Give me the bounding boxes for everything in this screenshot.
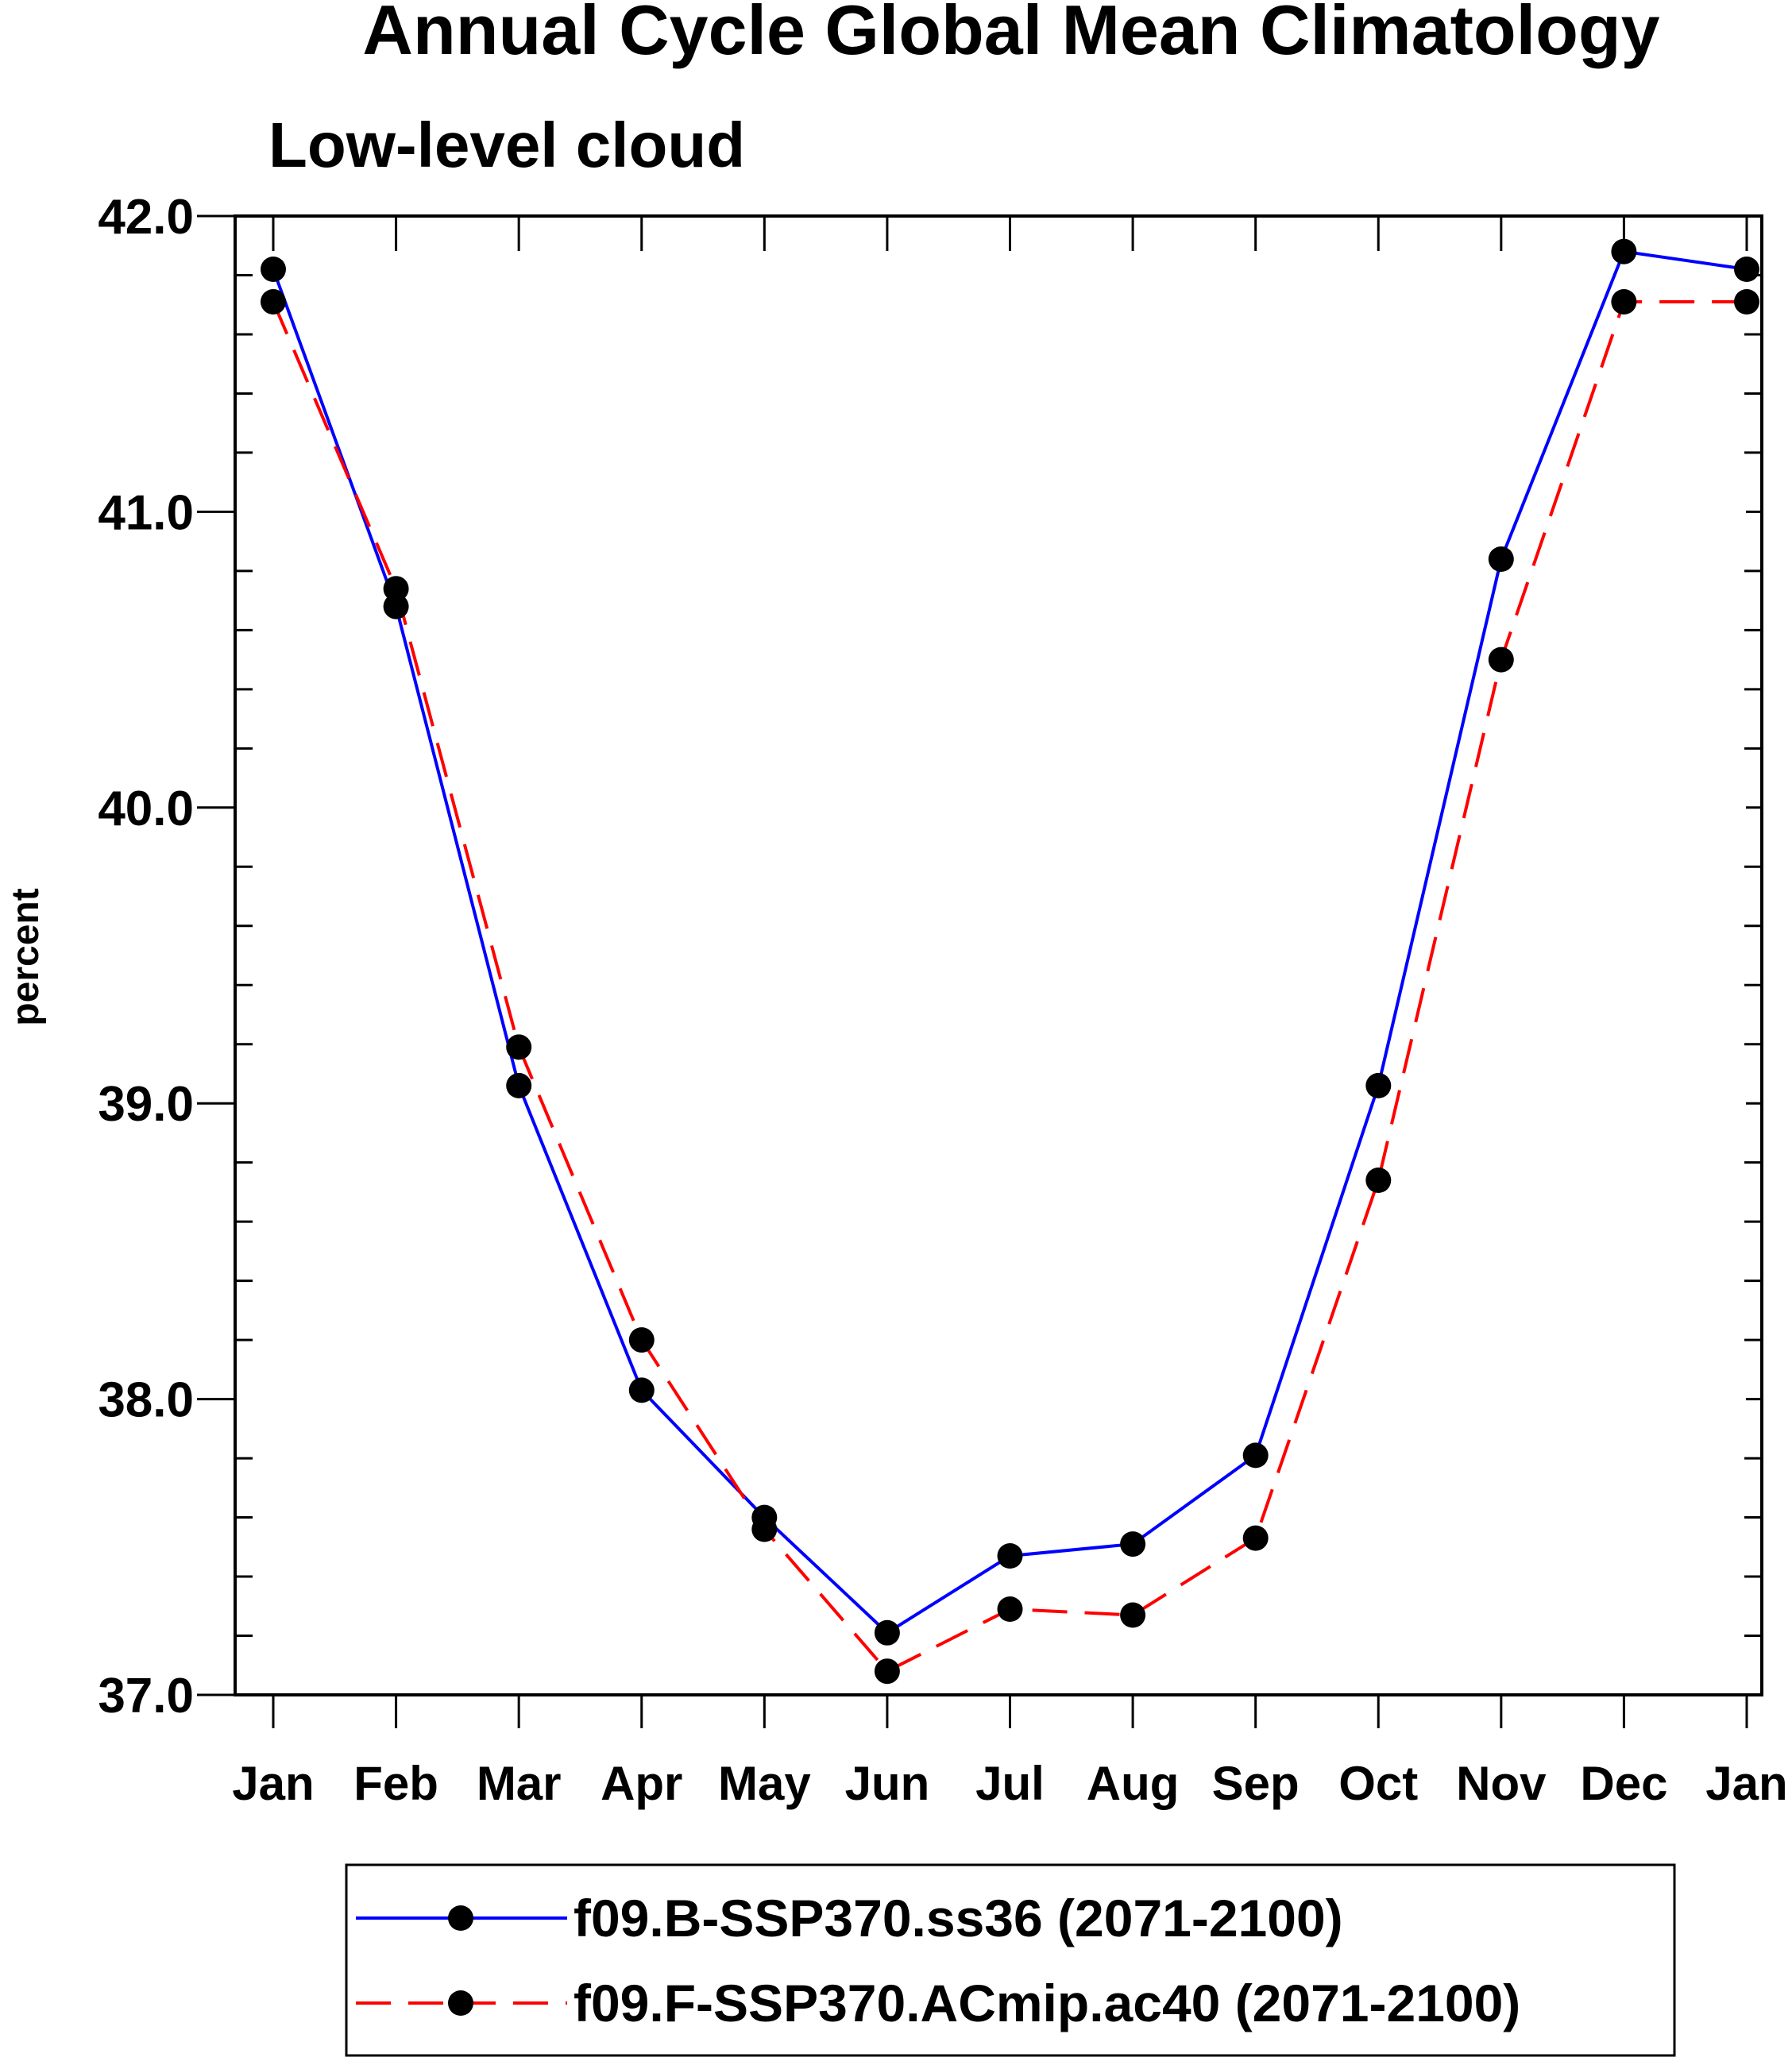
series-lines: [272, 249, 1748, 1673]
series-line-1: [272, 249, 1748, 1635]
data-point-series-2: [1611, 289, 1637, 315]
x-tick-label: Sep: [1212, 1757, 1300, 1810]
y-tick-label: 42.0: [98, 190, 194, 245]
x-tick-labels: Jan Feb Mar Apr May Jun Jul Aug Sep Oct Nov Dec Jan: [232, 1757, 1787, 1810]
y-tick-label: 37.0: [98, 1669, 194, 1723]
x-tick-label: Apr: [601, 1757, 682, 1810]
legend-marker-series-1: [448, 1905, 473, 1931]
plot-area-frame: [234, 214, 1763, 1696]
x-tick-label: Nov: [1456, 1757, 1547, 1810]
x-tick-label: Feb: [353, 1757, 438, 1810]
data-point-series-1: [1611, 238, 1637, 264]
x-tick-label: Dec: [1580, 1757, 1667, 1810]
axis-ticks: [197, 214, 1762, 1728]
y-tick-label: 40.0: [98, 782, 194, 836]
x-tick-label: Jan: [1705, 1757, 1787, 1810]
data-point-series-2: [751, 1516, 778, 1542]
legend-label-series-2: f09.F-SSP370.ACmip.ac40 (2071-2100): [574, 1974, 1520, 2032]
x-tick-label: Jun: [845, 1757, 930, 1810]
data-point-series-2: [1120, 1602, 1146, 1628]
legend: f09.B-SSP370.ss36 (2071-2100) f09.F-SSP3…: [345, 1863, 1676, 2057]
data-point-series-1: [383, 593, 409, 620]
data-point-series-1: [997, 1543, 1023, 1569]
chart-subtitle: Low-level cloud: [268, 110, 745, 180]
data-point-series-1: [1365, 1072, 1392, 1098]
x-tick-label: Aug: [1087, 1757, 1180, 1810]
y-tick-label: 38.0: [98, 1373, 194, 1428]
data-point-series-2: [997, 1596, 1023, 1622]
legend-box: [345, 1863, 1676, 2057]
data-point-series-1: [1120, 1531, 1146, 1557]
data-point-series-2: [261, 289, 286, 315]
data-point-series-1: [506, 1072, 532, 1098]
x-tick-label: Mar: [477, 1757, 562, 1810]
legend-label-series-1: f09.B-SSP370.ss36 (2071-2100): [574, 1889, 1343, 1947]
x-tick-label: Jan: [232, 1757, 314, 1810]
data-point-series-1: [628, 1377, 655, 1403]
data-point-series-2: [506, 1034, 532, 1060]
data-point-series-2: [874, 1658, 900, 1685]
data-point-series-1: [1242, 1442, 1269, 1469]
data-point-series-1: [1488, 546, 1514, 572]
x-tick-label: Jul: [975, 1757, 1045, 1810]
y-axis-label: percent: [5, 888, 47, 1025]
data-point-series-1: [1734, 257, 1759, 282]
y-tick-labels: 37.0 38.0 39.0 40.0 41.0 42.0: [98, 190, 194, 1723]
chart-title: Annual Cycle Global Mean Climatology: [362, 0, 1659, 69]
data-point-series-2: [1242, 1525, 1269, 1551]
data-point-series-2: [1365, 1168, 1392, 1193]
y-tick-label: 39.0: [98, 1077, 194, 1132]
x-tick-label: May: [718, 1757, 811, 1810]
data-point-series-2: [628, 1327, 655, 1353]
x-tick-label: Oct: [1338, 1757, 1418, 1810]
data-point-series-2: [383, 576, 409, 602]
series-points: [261, 238, 1759, 1685]
data-point-series-2: [1488, 647, 1514, 673]
legend-marker-series-2: [448, 1990, 473, 2016]
data-point-series-1: [874, 1619, 900, 1646]
y-tick-label: 41.0: [98, 485, 194, 540]
data-point-series-1: [261, 257, 286, 282]
data-point-series-2: [1734, 289, 1759, 315]
